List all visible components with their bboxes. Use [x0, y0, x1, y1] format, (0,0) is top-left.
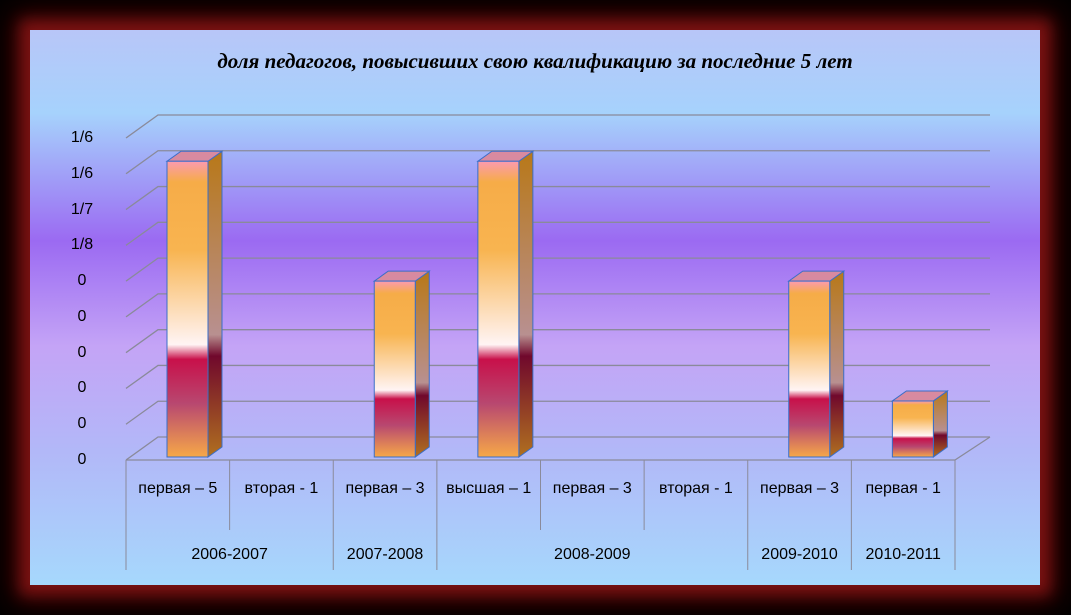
bar-front	[373, 280, 416, 458]
x-tick-label: первая - 1	[865, 480, 941, 497]
floor	[126, 436, 991, 461]
bar-side	[414, 270, 430, 458]
grid-line	[125, 400, 990, 425]
group-label: 2009-2010	[761, 546, 838, 563]
y-tick-label: 1/8	[70, 236, 94, 254]
y-tick-label: 0	[77, 307, 87, 325]
group-label: 2010-2011	[865, 546, 941, 563]
bar-side	[932, 389, 948, 458]
y-tick-label: 0	[77, 272, 87, 290]
bar	[165, 150, 224, 458]
chart-title: доля педагогов, повысивших свою квалифик…	[217, 49, 853, 73]
bar	[372, 270, 431, 458]
group-label: 2007-2008	[346, 546, 424, 563]
grid-line	[125, 293, 990, 318]
x-tick-label: вторая - 1	[659, 480, 733, 497]
grid-line	[125, 221, 990, 246]
bar-front	[788, 280, 831, 458]
grid-line	[125, 257, 990, 282]
bar	[890, 389, 949, 458]
y-tick-label: 1/6	[70, 164, 94, 182]
x-tick-label: вторая - 1	[244, 480, 319, 497]
x-tick-label: первая – 3	[345, 480, 425, 497]
y-tick-label: 0	[77, 415, 87, 433]
x-tick-label: первая – 3	[552, 480, 632, 497]
bar-front	[477, 160, 520, 458]
bar-side	[829, 270, 845, 458]
grid-line	[125, 329, 990, 354]
y-tick-label: 1/7	[70, 200, 94, 218]
grid-line	[125, 436, 990, 461]
x-tick-label: первая – 3	[760, 480, 840, 497]
bar	[787, 270, 846, 458]
bar-side	[518, 150, 534, 458]
bar	[476, 150, 535, 458]
bar-side	[207, 150, 223, 458]
grid-line	[125, 114, 990, 139]
x-tick-label: первая – 5	[138, 480, 218, 497]
grid-line	[125, 364, 990, 389]
y-tick-label: 1/6	[70, 129, 94, 146]
y-tick-label: 0	[77, 343, 87, 361]
grid-line	[125, 150, 990, 175]
bar-front	[891, 400, 934, 458]
x-tick-label: высшая – 1	[446, 480, 532, 497]
group-label: 2006-2007	[191, 546, 268, 563]
bar-front	[166, 160, 209, 458]
y-tick-label: 0	[77, 379, 87, 397]
group-label: 2008-2009	[554, 546, 631, 563]
grid-line	[125, 185, 990, 211]
y-tick-label: 0	[77, 451, 87, 468]
